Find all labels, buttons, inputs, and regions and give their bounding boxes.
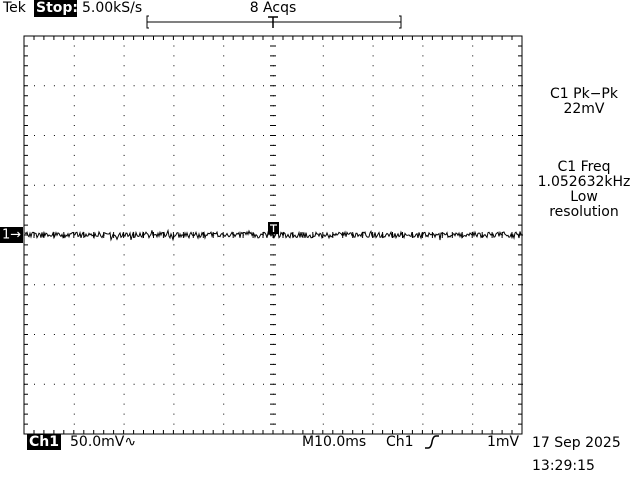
channel: Ch1: [29, 434, 59, 450]
sample-rate: 5.00kS/s: [82, 0, 142, 16]
date: 17 Sep 2025: [532, 435, 621, 451]
measurement-value: 22mV: [563, 101, 604, 117]
measurement-note: Low: [570, 189, 598, 205]
trigger-source: Ch1: [386, 434, 414, 450]
trigger-marker: [270, 224, 277, 232]
timebase: M10.0ms: [302, 434, 366, 450]
trigger-position: [268, 16, 278, 28]
time: 13:29:15: [532, 458, 595, 474]
trigger-level: 1mV: [487, 434, 520, 450]
channel-marker: 1→: [2, 228, 21, 243]
graticule: [23, 35, 523, 435]
status: Stop:: [36, 0, 78, 16]
measurement-note: resolution: [549, 204, 619, 220]
channel-box: [27, 434, 61, 450]
measurement-label: C1 Freq: [557, 159, 610, 175]
measurement-label: C1 Pk−Pk: [550, 86, 619, 102]
vertical-scale: 50.0mV∿: [70, 434, 136, 450]
brand: Tek: [2, 0, 27, 16]
record-bracket: [146, 15, 402, 29]
channel-marker-box: [0, 227, 23, 243]
trigger-slope: [425, 435, 439, 449]
acquisitions: 8 Acqs: [250, 0, 297, 16]
measurement-value: 1.052632kHz: [538, 174, 631, 190]
status-box: [34, 0, 77, 17]
